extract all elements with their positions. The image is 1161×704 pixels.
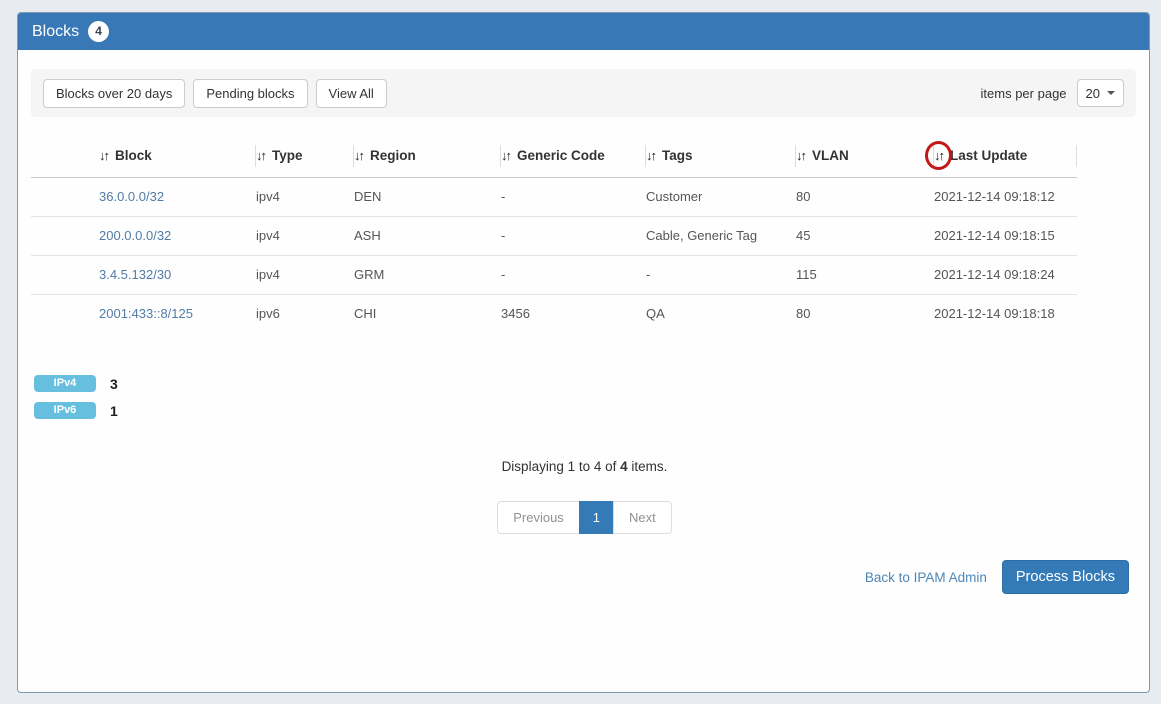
- back-to-ipam-admin-link[interactable]: Back to IPAM Admin: [864, 569, 987, 585]
- ipv4-count: 3: [110, 375, 118, 392]
- footer-actions: Back to IPAM Admin Process Blocks: [31, 560, 1136, 594]
- column-header-vlan[interactable]: ↓↑ VLAN: [796, 135, 934, 178]
- generic-code-cell: -: [501, 177, 646, 217]
- region-cell: CHI: [354, 306, 377, 322]
- last-update-cell: 2021-12-14 09:18:12: [934, 177, 1077, 217]
- view-all-button[interactable]: View All: [315, 78, 387, 108]
- type-cell: ipv4: [256, 255, 354, 295]
- ipv6-badge: IPv6: [34, 402, 96, 419]
- last-update-cell: 2021-12-14 09:18:24: [934, 255, 1077, 295]
- displaying-total: 4: [620, 459, 628, 474]
- table-row: 3.4.5.132/30 ipv4 GRM - - 115 2021-12-14…: [31, 255, 1077, 295]
- previous-page-button[interactable]: Previous: [497, 501, 580, 534]
- ipv6-summary-row: IPv6 1: [34, 402, 1136, 419]
- tags-cell: Customer: [646, 177, 796, 217]
- sort-icon: ↓↑: [646, 148, 657, 164]
- region-cell: GRM: [354, 255, 501, 295]
- column-label: Block: [115, 148, 152, 164]
- sort-icon: ↓↑: [934, 148, 945, 164]
- panel-body: Blocks over 20 days Pending blocks View …: [18, 50, 1149, 594]
- vlan-cell: 80: [796, 306, 811, 322]
- empty-cell: [31, 255, 99, 295]
- vlan-cell: 45: [796, 216, 934, 256]
- block-link[interactable]: 200.0.0.0/32: [99, 228, 172, 243]
- vlan-cell: 80: [796, 177, 934, 217]
- column-label: Generic Code: [517, 148, 605, 164]
- table-row: 36.0.0.0/32 ipv4 DEN - Customer 80 2021-…: [31, 177, 1077, 217]
- pagination-area: Displaying 1 to 4 of 4 items. Previous 1…: [31, 459, 1138, 534]
- empty-cell: [31, 177, 99, 217]
- type-cell: ipv4: [256, 177, 354, 217]
- displaying-status: Displaying 1 to 4 of 4 items.: [31, 459, 1138, 474]
- block-link[interactable]: 36.0.0.0/32: [99, 189, 165, 204]
- table-header-row: ↓↑ Block ↓↑ Type ↓↑ Region ↓↑ Generic Code ↓: [31, 135, 1077, 178]
- generic-code-cell: 3456: [501, 306, 530, 322]
- empty-cell: [31, 216, 99, 256]
- block-link[interactable]: 3.4.5.132/30: [99, 267, 172, 282]
- column-header-generic-code[interactable]: ↓↑ Generic Code: [501, 135, 646, 178]
- column-label: Region: [370, 148, 416, 164]
- toolbar: Blocks over 20 days Pending blocks View …: [31, 69, 1136, 117]
- tags-cell: -: [646, 255, 796, 295]
- tags-cell: Cable, Generic Tag: [646, 216, 796, 256]
- items-per-page: items per page 20: [981, 79, 1124, 107]
- vlan-cell: 115: [796, 255, 934, 295]
- type-cell: ipv4: [256, 216, 354, 256]
- type-cell: ipv6: [256, 306, 280, 322]
- blocks-count-badge: 4: [88, 21, 110, 42]
- region-cell: ASH: [354, 216, 501, 256]
- column-header-block[interactable]: ↓↑ Block: [99, 135, 256, 178]
- ipv4-summary-row: IPv4 3: [34, 375, 1136, 392]
- displaying-suffix: items.: [627, 459, 668, 474]
- column-header-last-update[interactable]: ↓↑ Last Update: [925, 135, 1077, 178]
- pending-blocks-button[interactable]: Pending blocks: [193, 78, 308, 108]
- ip-summary: IPv4 3 IPv6 1: [34, 375, 1136, 419]
- tags-cell: QA: [646, 306, 665, 322]
- empty-cell: [31, 294, 99, 333]
- panel-heading: Blocks 4: [18, 13, 1149, 50]
- sort-icon: ↓↑: [354, 148, 365, 164]
- column-label: VLAN: [812, 148, 849, 164]
- column-label: Type: [272, 148, 303, 164]
- column-header-tags[interactable]: ↓↑ Tags: [646, 135, 796, 178]
- blocks-over-20-days-button[interactable]: Blocks over 20 days: [43, 78, 186, 108]
- page-title: Blocks: [32, 22, 80, 40]
- chevron-down-icon: [1107, 91, 1115, 95]
- generic-code-cell: -: [501, 216, 646, 256]
- table-row: 2001:433::8/125 ipv6 CHI 3456 QA 80 2021…: [31, 294, 1077, 333]
- items-per-page-label: items per page: [980, 85, 1067, 101]
- sort-icon: ↓↑: [256, 148, 267, 164]
- last-update-cell: 2021-12-14 09:18:15: [934, 216, 1077, 256]
- block-link[interactable]: 2001:433::8/125: [99, 306, 193, 322]
- page-1-button[interactable]: 1: [578, 501, 615, 534]
- filter-button-group: Blocks over 20 days Pending blocks View …: [43, 78, 387, 108]
- last-update-cell: 2021-12-14 09:18:18: [934, 306, 1055, 322]
- sort-icon: ↓↑: [99, 148, 110, 164]
- ipv4-badge: IPv4: [34, 375, 96, 392]
- table-row: 200.0.0.0/32 ipv4 ASH - Cable, Generic T…: [31, 216, 1077, 256]
- process-blocks-button[interactable]: Process Blocks: [1001, 560, 1129, 594]
- generic-code-cell: -: [501, 255, 646, 295]
- pagination: Previous 1 Next: [497, 501, 672, 534]
- column-header-region[interactable]: ↓↑ Region: [354, 135, 501, 178]
- displaying-prefix: Displaying 1 to 4 of: [501, 459, 621, 474]
- column-header-type[interactable]: ↓↑ Type: [256, 135, 354, 178]
- ipv6-count: 1: [110, 402, 118, 419]
- sort-icon: ↓↑: [796, 148, 807, 164]
- blocks-table: ↓↑ Block ↓↑ Type ↓↑ Region ↓↑ Generic Code ↓: [31, 135, 1077, 333]
- items-per-page-value: 20: [1085, 85, 1100, 101]
- column-label: Tags: [662, 148, 693, 164]
- empty-header-cell: [31, 135, 99, 178]
- blocks-panel: Blocks 4 Blocks over 20 days Pending blo…: [17, 12, 1150, 693]
- sort-icon: ↓↑: [501, 148, 512, 164]
- next-page-button[interactable]: Next: [613, 501, 672, 534]
- region-cell: DEN: [354, 177, 501, 217]
- column-label: Last Update: [950, 148, 1028, 164]
- items-per-page-select[interactable]: 20: [1076, 79, 1124, 107]
